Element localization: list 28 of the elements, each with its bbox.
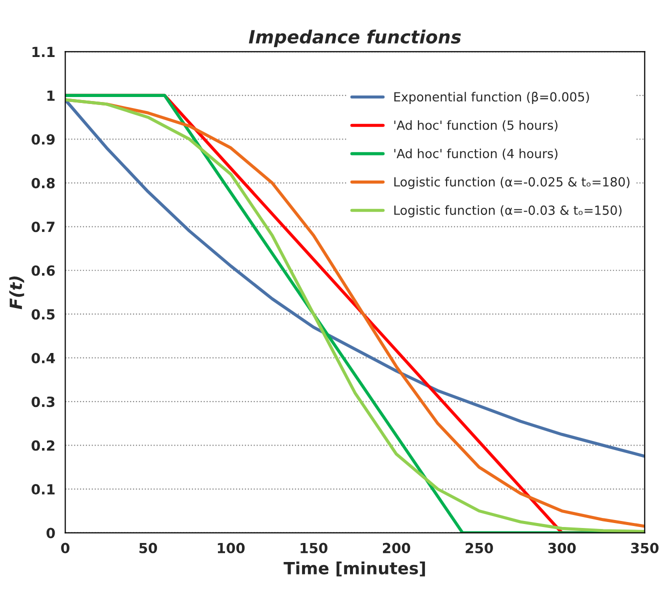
legend-label: Exponential function (β=0.005) — [394, 92, 589, 104]
y-tick-label: 0 — [46, 528, 55, 538]
legend-label: 'Ad hoc' function (4 hours) — [394, 148, 558, 160]
legend-label: Logistic function (α=-0.03 & tₒ=150) — [394, 205, 622, 218]
x-tick-label: 350 — [631, 542, 659, 554]
legend-label: 'Ad hoc' function (5 hours) — [394, 120, 558, 132]
x-tick-label: 0 — [61, 542, 70, 554]
x-tick-label: 300 — [548, 542, 576, 554]
y-tick-label: 0.5 — [32, 309, 55, 320]
y-tick-label: 0.3 — [32, 396, 54, 408]
x-axis-title: Time [minutes] — [284, 562, 425, 576]
y-tick-label: 0.2 — [32, 440, 54, 451]
y-tick-label: 1 — [47, 90, 55, 101]
y-tick-label: 0.8 — [32, 178, 55, 188]
chart-title: Impedance functions — [248, 30, 461, 48]
y-axis-title: F(t) — [9, 276, 24, 310]
x-tick-label: 200 — [382, 542, 410, 554]
x-tick-label: 250 — [466, 542, 493, 554]
legend-label: Logistic function (α=-0.025 & tₒ=180) — [394, 176, 630, 190]
y-tick-label: 0.4 — [32, 352, 55, 364]
x-tick-label: 100 — [218, 542, 245, 554]
y-tick-label: 0.7 — [32, 222, 54, 232]
y-tick-label: 0.9 — [32, 134, 55, 145]
x-tick-label: 150 — [300, 542, 328, 554]
y-tick-label: 0.1 — [32, 484, 55, 495]
y-tick-label: 1.1 — [32, 46, 55, 57]
x-tick-label: 50 — [139, 542, 158, 554]
y-tick-label: 0.6 — [32, 265, 55, 276]
